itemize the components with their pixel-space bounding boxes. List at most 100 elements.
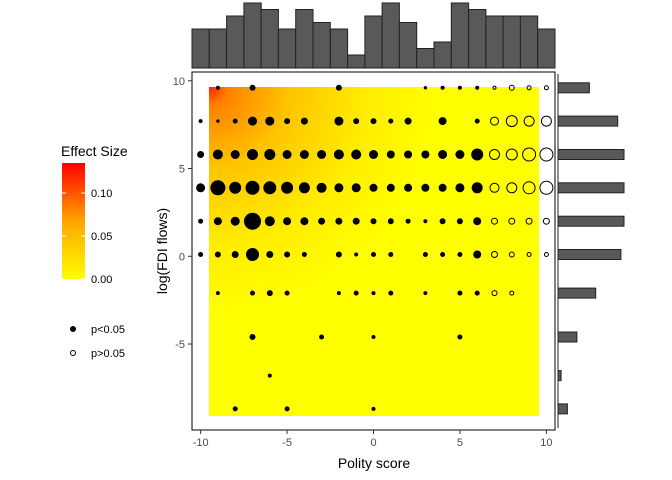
legend-label: p<0.05 [91, 324, 125, 336]
top-histogram-bar [468, 9, 487, 69]
point-significant [301, 252, 307, 257]
point-significant [264, 216, 275, 227]
point-significant [371, 335, 376, 339]
top-histogram-bar [208, 28, 228, 69]
point-significant [388, 290, 394, 296]
point-significant [422, 252, 428, 257]
colorbar-legend: Effect Size 0.00 0.05 0.10 [61, 143, 128, 286]
point-nonsignificant [543, 252, 549, 257]
point-significant [232, 406, 238, 412]
point-significant [474, 290, 480, 296]
point-significant [353, 290, 359, 296]
point-significant [230, 216, 240, 226]
point-significant [263, 181, 277, 195]
top-histogram-bar [226, 15, 245, 69]
point-significant [354, 252, 359, 257]
point-significant [471, 182, 483, 194]
point-significant [404, 150, 413, 159]
top-histogram-bar [329, 28, 349, 69]
right-histogram-bar [557, 331, 578, 343]
legend-key-open [70, 350, 76, 356]
point-significant [335, 217, 343, 225]
right-histogram-bar [557, 149, 625, 160]
point-significant [440, 252, 446, 257]
top-histogram-bar [485, 15, 504, 69]
point-significant [473, 250, 482, 259]
point-significant [198, 119, 203, 124]
point-nonsignificant [491, 290, 498, 297]
top-histogram-bar [295, 9, 314, 69]
point-significant [369, 150, 378, 159]
point-significant [457, 334, 463, 340]
point-significant [371, 406, 376, 411]
point-significant [455, 150, 465, 159]
point-significant [423, 219, 428, 224]
point-significant [386, 150, 395, 159]
point-significant [351, 149, 362, 160]
point-nonsignificant [526, 252, 532, 257]
point-significant [386, 183, 395, 192]
y-tick-label: 0 [179, 251, 185, 263]
legend-key-filled [70, 326, 76, 332]
point-significant [404, 117, 412, 125]
point-significant [405, 218, 411, 224]
point-nonsignificant [489, 182, 500, 193]
point-nonsignificant [491, 251, 498, 258]
point-significant [266, 290, 273, 297]
point-nonsignificant [506, 182, 518, 194]
x-axis: -10 -5 0 5 10 [193, 430, 552, 449]
right-histogram-bar [557, 115, 619, 127]
point-significant [249, 84, 256, 91]
point-significant [232, 118, 238, 124]
point-significant [198, 252, 204, 257]
point-significant [216, 119, 220, 123]
x-axis-label: Polity score [338, 455, 411, 471]
point-significant [371, 291, 376, 296]
colorbar-tick-label: 0.00 [91, 274, 112, 286]
point-nonsignificant [505, 148, 518, 161]
right-histogram-bar [557, 287, 597, 299]
point-nonsignificant [526, 85, 532, 91]
point-significant [474, 118, 480, 124]
point-significant [473, 217, 482, 226]
point-significant [370, 218, 377, 225]
point-significant [352, 217, 360, 225]
point-significant [455, 183, 465, 193]
top-histogram-bar [433, 41, 452, 69]
colorbar-title: Effect Size [61, 143, 128, 159]
point-significant [215, 85, 220, 90]
point-significant [248, 116, 257, 126]
point-nonsignificant [523, 115, 535, 127]
point-significant [214, 251, 221, 258]
point-significant [196, 183, 206, 193]
point-significant [281, 181, 294, 194]
colorbar-gradient [62, 163, 85, 279]
point-nonsignificant [492, 85, 497, 90]
right-histogram-bar [557, 370, 562, 382]
legend-label: p>0.05 [91, 348, 125, 360]
point-significant [229, 181, 242, 194]
point-significant [284, 251, 291, 258]
point-significant [246, 248, 259, 261]
point-significant [471, 148, 484, 161]
point-significant [300, 217, 309, 226]
top-histogram-bar [450, 2, 470, 69]
point-significant [247, 149, 258, 160]
top-histogram-bar [502, 15, 521, 69]
point-nonsignificant [542, 217, 550, 225]
point-significant [421, 183, 430, 192]
point-significant [371, 252, 376, 257]
point-nonsignificant [509, 290, 515, 296]
right-histogram [557, 74, 625, 428]
y-tick-label: 10 [173, 76, 185, 88]
point-significant [457, 290, 463, 296]
point-significant [388, 252, 394, 257]
x-tick-label: -5 [282, 437, 292, 449]
point-significant [370, 118, 377, 125]
y-tick-label: -5 [175, 339, 185, 351]
point-nonsignificant [540, 115, 552, 127]
point-significant [388, 118, 394, 124]
point-nonsignificant [539, 180, 554, 195]
point-nonsignificant [543, 85, 549, 91]
point-significant [318, 217, 326, 225]
